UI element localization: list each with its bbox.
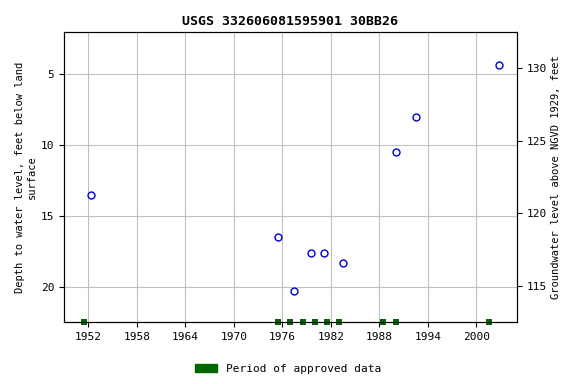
Y-axis label: Groundwater level above NGVD 1929, feet: Groundwater level above NGVD 1929, feet <box>551 55 561 299</box>
Legend: Period of approved data: Period of approved data <box>191 359 385 379</box>
Y-axis label: Depth to water level, feet below land
surface: Depth to water level, feet below land su… <box>15 61 37 293</box>
Title: USGS 332606081595901 30BB26: USGS 332606081595901 30BB26 <box>183 15 399 28</box>
